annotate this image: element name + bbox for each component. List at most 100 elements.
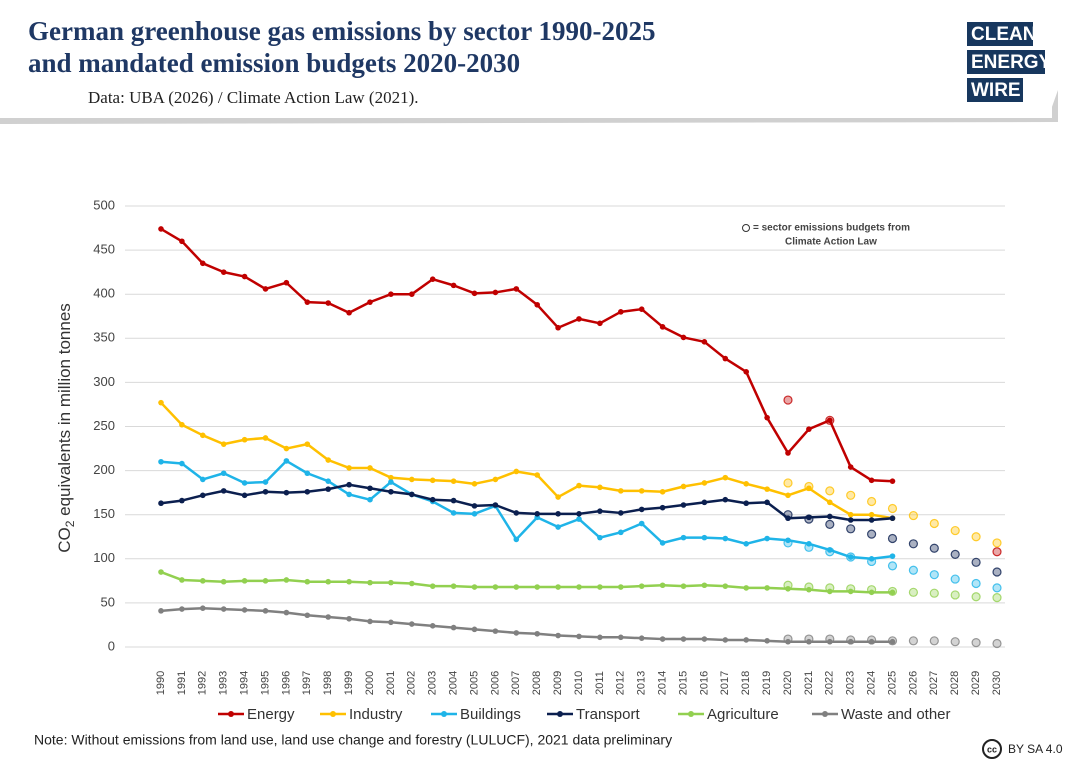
data-point xyxy=(534,630,540,637)
note: Note: Without emissions from land use, l… xyxy=(34,732,672,748)
data-point xyxy=(346,491,352,498)
budget-point xyxy=(992,538,1002,548)
data-point xyxy=(388,291,394,298)
x-tick-label: 2001 xyxy=(385,671,397,695)
data-point xyxy=(680,534,687,541)
annotation-icon xyxy=(742,224,750,232)
data-point xyxy=(492,476,499,483)
data-point xyxy=(806,485,812,492)
data-point xyxy=(325,457,332,463)
x-tick-label: 2027 xyxy=(928,671,940,695)
title: German greenhouse gas emissions by secto… xyxy=(28,16,655,46)
data-point xyxy=(262,488,269,495)
data-point xyxy=(847,464,854,470)
plot: 0 50 100 150 200 250 300 350 400 450 500 1990 1991 19… xyxy=(93,197,1005,695)
data-point xyxy=(743,369,749,375)
data-point xyxy=(659,582,666,589)
data-point xyxy=(701,582,708,589)
x-tick-label: 1990 xyxy=(155,671,167,695)
y-tick-label: 300 xyxy=(93,374,115,389)
legend-marker xyxy=(441,711,447,717)
legend-marker xyxy=(228,711,234,717)
data-point xyxy=(618,510,624,516)
data-point xyxy=(764,535,770,542)
budget-point xyxy=(908,636,919,646)
legend-marker xyxy=(330,711,336,717)
data-point xyxy=(450,478,457,484)
budget-point xyxy=(950,549,960,559)
data-point xyxy=(450,497,457,504)
data-point xyxy=(304,612,311,619)
data-point xyxy=(534,472,540,478)
data-point xyxy=(304,470,311,477)
data-point xyxy=(555,632,561,639)
data-point xyxy=(450,583,457,589)
data-point xyxy=(576,516,582,522)
data-point xyxy=(304,299,311,305)
data-point xyxy=(659,504,666,511)
data-point xyxy=(471,503,478,509)
data-point xyxy=(220,441,227,447)
license-icon: cc xyxy=(987,744,997,754)
data-point xyxy=(555,511,561,517)
data-point xyxy=(325,614,332,620)
data-point xyxy=(179,238,185,245)
data-point xyxy=(367,618,373,625)
data-point xyxy=(409,291,415,298)
data-point xyxy=(409,621,415,627)
data-point xyxy=(701,636,708,642)
data-point xyxy=(179,460,185,467)
data-point xyxy=(659,324,666,330)
y-tick-label: 0 xyxy=(108,638,115,653)
data-point xyxy=(638,583,645,589)
data-point xyxy=(680,583,687,589)
x-tick-label: 2006 xyxy=(489,671,501,695)
data-point xyxy=(179,421,185,428)
data-point xyxy=(492,584,499,590)
x-tick-label: 2022 xyxy=(824,671,836,695)
data-point xyxy=(555,494,561,500)
data-point xyxy=(220,488,227,494)
budget-point xyxy=(887,561,898,571)
legend-label: Buildings xyxy=(460,706,521,723)
data-point xyxy=(388,579,394,586)
data-point xyxy=(743,481,749,487)
x-tick-label: 2023 xyxy=(845,671,857,695)
data-point xyxy=(785,515,791,522)
budget-point xyxy=(992,567,1002,577)
budget-point xyxy=(992,583,1002,593)
data-point xyxy=(785,537,791,544)
data-point xyxy=(450,510,457,516)
budget-point xyxy=(950,574,960,584)
data-point xyxy=(827,513,833,520)
legend-item: Waste and other xyxy=(812,706,951,723)
x-tick-label: 1991 xyxy=(176,671,188,695)
data-point xyxy=(722,637,729,643)
data-point xyxy=(304,488,311,495)
logo-text: ENERGY xyxy=(971,52,1052,73)
data-point xyxy=(638,488,645,494)
x-tick-label: 1996 xyxy=(280,671,292,695)
x-tick-label: 2003 xyxy=(427,671,439,695)
data-point xyxy=(827,499,833,506)
x-tick-label: 2000 xyxy=(364,671,376,695)
data-point xyxy=(492,289,499,296)
x-tick-label: 2004 xyxy=(448,671,460,695)
data-point xyxy=(534,511,540,517)
data-point xyxy=(847,554,854,560)
data-point xyxy=(785,450,791,456)
data-point xyxy=(471,290,478,297)
data-point xyxy=(346,615,352,622)
data-point xyxy=(827,547,833,553)
data-point xyxy=(722,583,729,589)
x-tick-label: 2026 xyxy=(907,671,919,695)
x-tick-label: 2010 xyxy=(573,671,585,695)
data-point xyxy=(388,479,394,485)
data-point xyxy=(158,500,164,507)
data-point xyxy=(889,515,896,522)
data-point xyxy=(346,465,352,471)
data-point xyxy=(450,282,457,289)
data-point xyxy=(158,226,164,232)
data-point xyxy=(241,480,248,486)
legend-item: Agriculture xyxy=(678,706,779,723)
